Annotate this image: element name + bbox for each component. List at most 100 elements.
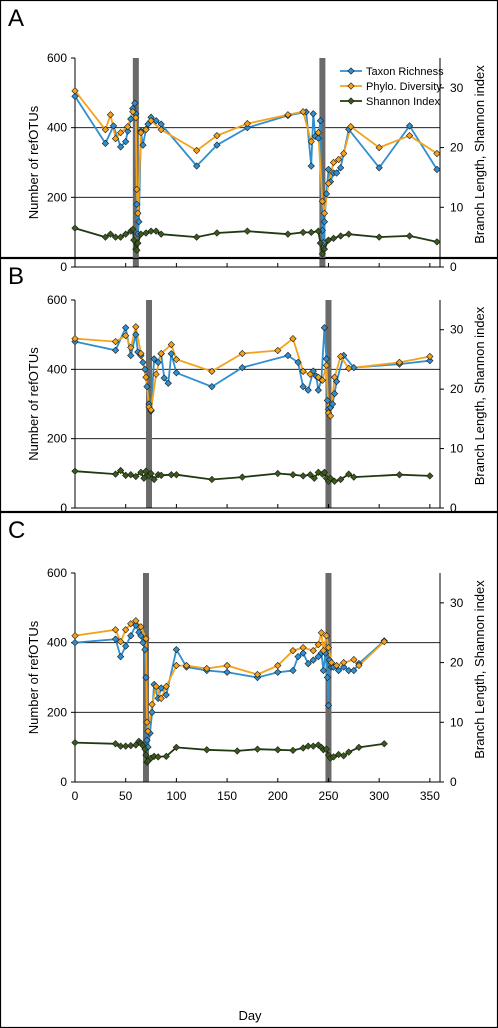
data-point — [233, 747, 241, 755]
data-point — [323, 396, 332, 405]
data-point — [314, 373, 322, 381]
data-point — [133, 246, 141, 254]
y-left-axis-title: Number of refOTUs — [26, 347, 41, 461]
data-point — [213, 229, 221, 237]
data-point — [332, 661, 341, 670]
data-point — [147, 469, 155, 478]
data-point — [164, 379, 172, 387]
data-point — [122, 626, 130, 634]
y-left-tick-label: 400 — [47, 121, 67, 135]
x-tick-label: 150 — [217, 789, 237, 803]
x-tick-label: 50 — [119, 789, 133, 803]
legend-label: Phylo. Diversity — [366, 81, 442, 93]
data-point — [426, 352, 434, 361]
y-left-tick-label: 400 — [47, 636, 67, 650]
data-point — [375, 143, 383, 152]
data-point — [334, 750, 343, 759]
data-point — [106, 111, 115, 119]
data-point — [137, 349, 145, 358]
data-point — [71, 87, 79, 95]
data-point — [141, 646, 149, 654]
data-point — [139, 639, 147, 647]
data-point — [375, 164, 383, 172]
data-point — [162, 682, 170, 691]
data-point — [314, 134, 322, 142]
x-tick-label: 250 — [318, 789, 338, 803]
data-point — [299, 228, 307, 236]
data-point — [322, 745, 331, 753]
data-point — [405, 132, 414, 140]
data-point — [137, 632, 145, 640]
x-axis-title: Day — [238, 1008, 262, 1023]
data-point — [154, 358, 162, 367]
data-point — [405, 232, 414, 240]
data-point — [327, 658, 336, 667]
data-point — [223, 661, 231, 670]
data-point — [306, 370, 314, 378]
data-point — [337, 352, 345, 361]
data-point — [340, 663, 348, 671]
data-point — [334, 155, 343, 164]
data-point — [111, 740, 120, 748]
data-point — [133, 200, 141, 208]
data-point — [345, 364, 353, 372]
data-point — [332, 169, 341, 177]
legend-label: Taxon Richness — [366, 66, 444, 78]
data-point — [289, 647, 297, 655]
data-point — [142, 751, 150, 759]
data-point — [309, 742, 317, 750]
data-point — [299, 744, 307, 752]
data-point — [323, 673, 332, 682]
y-right-axis-title: Branch Length, Shannon index — [472, 306, 487, 485]
panel-label: C — [8, 517, 25, 544]
legend-marker — [347, 67, 355, 75]
panel-B: B 0 200 400 600 0 10 20 30 Number of refOTUs Branc… — [0, 257, 498, 515]
data-point — [111, 635, 120, 643]
data-point — [167, 350, 175, 358]
data-point — [157, 126, 165, 134]
legend-label: Shannon Index — [366, 96, 441, 108]
data-point — [193, 162, 201, 170]
data-point — [433, 238, 441, 246]
data-point — [137, 623, 145, 631]
data-point — [111, 470, 120, 478]
series-line-phylo-diversity — [74, 326, 431, 419]
y-left-tick-label: 200 — [47, 190, 67, 204]
y-left-axis-title: Number of refOTUs — [26, 105, 41, 219]
data-point — [328, 400, 337, 408]
data-point — [167, 340, 175, 349]
data-point — [320, 324, 329, 332]
data-point — [289, 666, 297, 675]
data-point — [238, 349, 246, 358]
data-point — [142, 229, 150, 237]
data-point — [122, 230, 130, 238]
data-point — [284, 351, 292, 360]
data-point — [309, 647, 317, 655]
data-point — [347, 123, 355, 131]
data-point — [152, 370, 160, 378]
data-point — [314, 129, 322, 137]
data-point — [160, 374, 168, 382]
data-point — [157, 694, 165, 703]
data-point — [337, 475, 345, 484]
data-point — [274, 661, 282, 670]
y-left-tick-label: 600 — [47, 566, 67, 580]
y-right-tick-label: 10 — [450, 200, 464, 214]
data-point — [129, 225, 137, 234]
data-point — [152, 117, 160, 125]
data-point — [294, 358, 302, 367]
data-point — [147, 406, 155, 414]
data-point — [316, 117, 324, 125]
data-point — [253, 745, 262, 753]
data-point — [304, 386, 312, 394]
data-point — [433, 165, 441, 174]
data-point — [322, 361, 331, 369]
data-point — [314, 641, 322, 649]
data-point — [380, 740, 388, 748]
data-point — [122, 332, 130, 340]
y-right-tick-label: 30 — [450, 323, 464, 337]
data-point — [172, 743, 181, 751]
y-right-tick-label: 20 — [450, 141, 464, 155]
data-point — [150, 355, 158, 363]
data-point — [345, 666, 353, 675]
